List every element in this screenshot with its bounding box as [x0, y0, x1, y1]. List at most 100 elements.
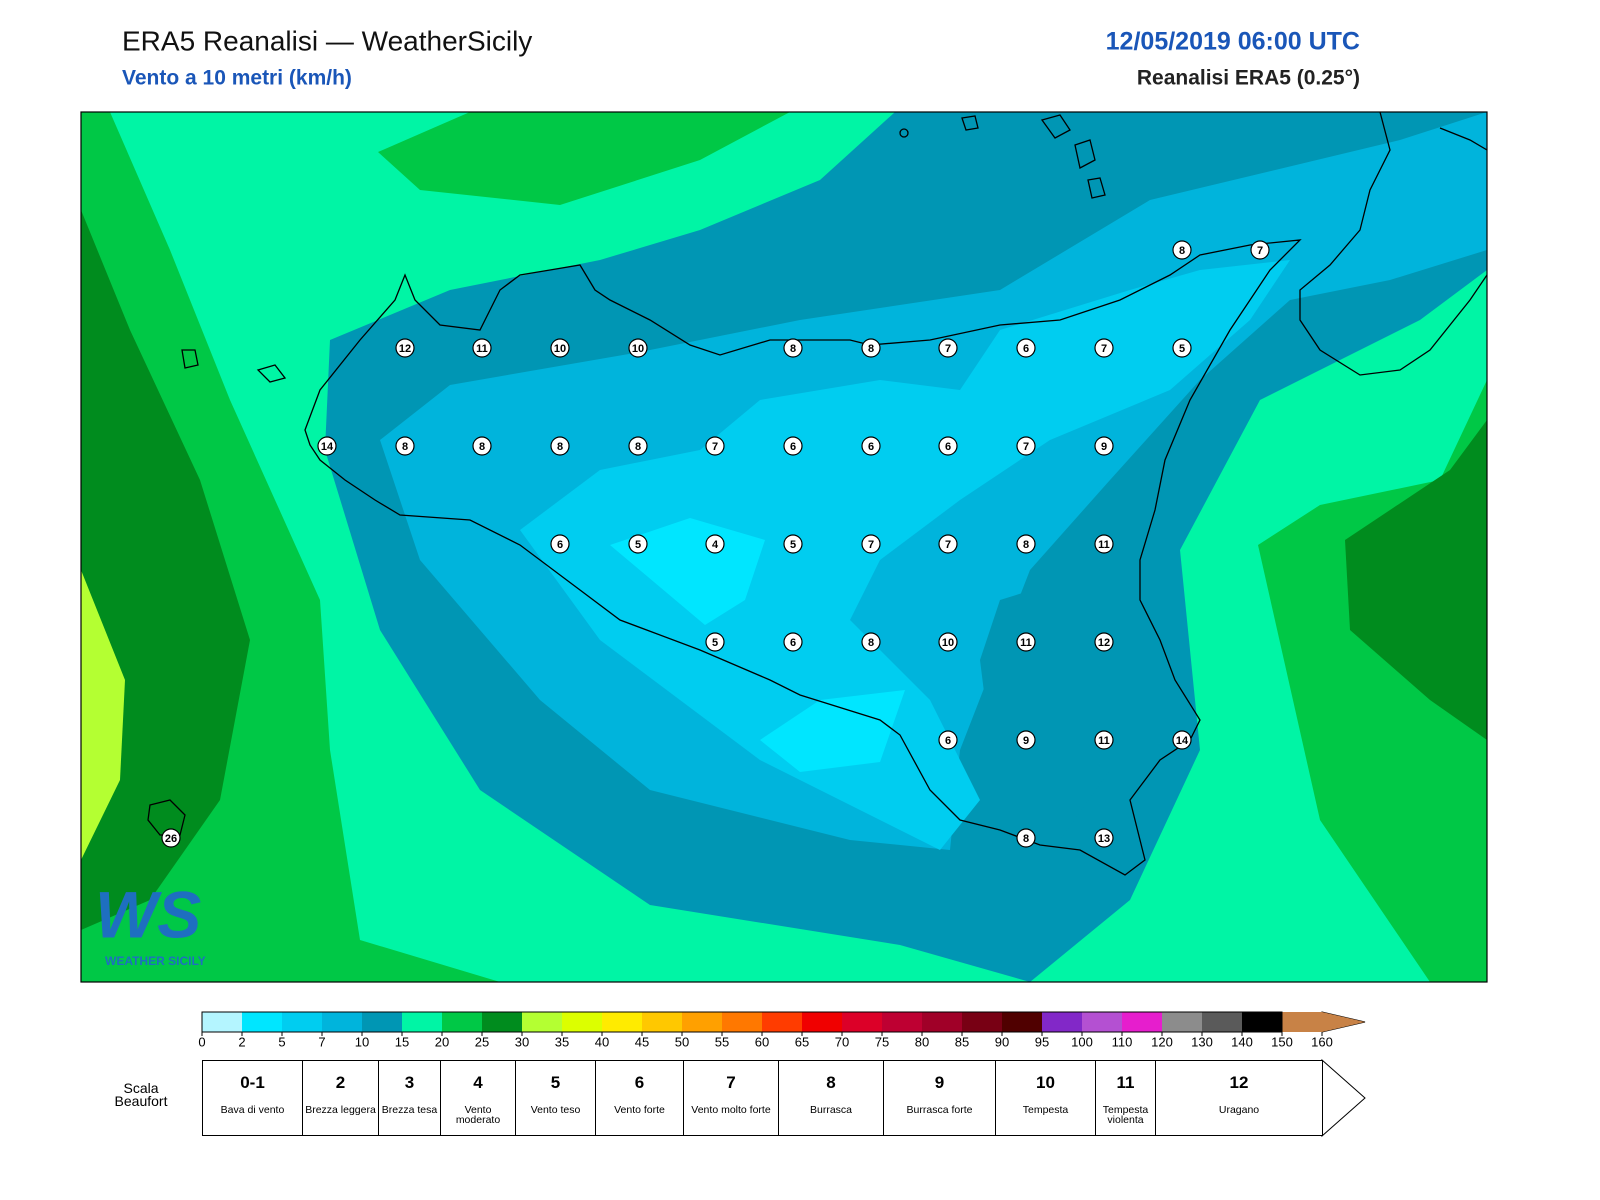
beaufort-box: 5 Vento teso: [515, 1060, 596, 1136]
station-value: 7: [868, 539, 874, 551]
station-marker: [1016, 338, 1036, 358]
station-value: 6: [868, 441, 874, 453]
colorbar-segment: [962, 1012, 1002, 1032]
station-value: 6: [945, 735, 951, 747]
station-marker: [472, 436, 492, 456]
colorbar-segment: [1242, 1012, 1282, 1032]
colorbar-segment: [442, 1012, 482, 1032]
coastline: [147, 112, 1487, 876]
colorbar-tick-label: 50: [675, 1034, 689, 1049]
station-marker: [472, 338, 492, 358]
colorbar-segment: [722, 1012, 762, 1032]
station-marker: [1094, 338, 1114, 358]
station-value: 12: [399, 343, 411, 355]
station-value: 8: [1023, 539, 1029, 551]
colorbar-tick-label: 35: [555, 1034, 569, 1049]
station-value: 11: [476, 343, 488, 355]
beaufort-force: 10: [1036, 1073, 1055, 1092]
beaufort-force: 4: [473, 1073, 483, 1092]
station-marker: [705, 534, 725, 554]
station-value: 10: [632, 343, 644, 355]
beaufort-box: 3 Brezza tesa: [378, 1060, 441, 1136]
beaufort-force: 12: [1229, 1073, 1249, 1092]
station-marker: [1094, 730, 1114, 750]
station-marker: [1016, 632, 1036, 652]
colorbar-segment: [1202, 1012, 1242, 1032]
beaufort-force: 11: [1116, 1073, 1135, 1092]
logo: WS WEATHER SICILY: [95, 877, 206, 968]
station-value: 26: [165, 833, 177, 845]
datetime: 12/05/2019 06:00 UTC: [1106, 28, 1360, 56]
colorbar-segment: [1122, 1012, 1162, 1032]
station-value: 6: [557, 539, 563, 551]
station-marker: [1094, 828, 1114, 848]
station-marker: [1016, 534, 1036, 554]
station-marker: [938, 338, 958, 358]
colorbar-segment: [482, 1012, 522, 1032]
station-marker: [705, 632, 725, 652]
beaufort-force: 8: [826, 1073, 836, 1092]
colorbar-tick-label: 130: [1191, 1034, 1213, 1049]
station-marker: [1094, 436, 1114, 456]
colorbar-tick-label: 30: [515, 1034, 529, 1049]
station-value: 8: [1179, 245, 1185, 257]
station-value: 7: [945, 539, 951, 551]
station-value: 8: [868, 343, 874, 355]
station-value: 7: [1257, 245, 1263, 257]
beaufort-desc: Burrasca: [809, 1104, 852, 1116]
colorbar-segment: [362, 1012, 402, 1032]
station-marker: [1172, 240, 1192, 260]
colorbar-segment: [322, 1012, 362, 1032]
station-value: 6: [790, 441, 796, 453]
station-value: 7: [1023, 441, 1029, 453]
beaufort-box: 10 Tempesta: [995, 1060, 1096, 1136]
station-marker: [1016, 436, 1036, 456]
colorbar-segment: [682, 1012, 722, 1032]
colorbar-frame: [201, 1011, 1283, 1033]
colorbar-tick-label: 100: [1071, 1034, 1093, 1049]
colorbar-segment: [402, 1012, 442, 1032]
colorbar-tick-label: 70: [835, 1034, 849, 1049]
colorbar-tick-label: 10: [355, 1034, 369, 1049]
colorbar-segment: [1002, 1012, 1042, 1032]
beaufort-desc: Tempesta violenta: [1102, 1104, 1149, 1126]
station-value: 4: [712, 539, 719, 551]
station-value: 9: [1101, 441, 1107, 453]
station-marker: [395, 338, 415, 358]
station-value: 8: [402, 441, 408, 453]
colorbar-segment: [642, 1012, 682, 1032]
station-value: 8: [635, 441, 641, 453]
beaufort-box: 4 Vento moderato: [440, 1060, 516, 1136]
beaufort-desc: Brezza tesa: [381, 1104, 438, 1116]
station-marker: [628, 338, 648, 358]
colorbar-segment: [202, 1012, 242, 1032]
station-value: 7: [1101, 343, 1107, 355]
beaufort-box: 12 Uragano: [1155, 1060, 1323, 1136]
colorbar-tick-label: 60: [755, 1034, 769, 1049]
colorbar-tick-label: 75: [875, 1034, 889, 1049]
colorbar-tick-label: 25: [475, 1034, 489, 1049]
station-value: 5: [1179, 343, 1185, 355]
station-marker: [783, 338, 803, 358]
map-frame: [80, 111, 1488, 983]
colorbar-tick-label: 2: [238, 1034, 245, 1049]
logo-text: WEATHER SICILY: [105, 954, 206, 968]
station-value: 6: [1023, 343, 1029, 355]
station-value: 11: [1098, 539, 1110, 551]
beaufort-desc: Brezza leggera: [305, 1104, 376, 1116]
station-value: 8: [868, 637, 874, 649]
beaufort-desc: Vento moderato: [455, 1104, 501, 1126]
station-value: 11: [1020, 637, 1032, 649]
colorbar-segment: [1042, 1012, 1082, 1032]
colorbar-arrow: [1282, 1012, 1365, 1032]
station-value: 8: [557, 441, 563, 453]
colorbar-segment: [802, 1012, 842, 1032]
beaufort-box: 7 Vento molto forte: [683, 1060, 779, 1136]
colorbar-tick-label: 0: [198, 1034, 205, 1049]
station-marker: [783, 534, 803, 554]
station-marker: [861, 436, 881, 456]
colorbar-tick-label: 5: [278, 1034, 285, 1049]
station-marker: [550, 338, 570, 358]
station-marker: [1016, 828, 1036, 848]
station-marker: [938, 436, 958, 456]
